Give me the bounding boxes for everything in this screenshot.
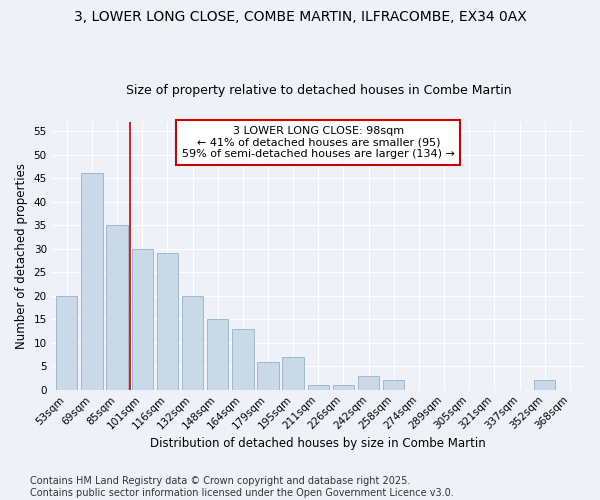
Bar [308,385,329,390]
Bar [182,296,203,390]
Bar [283,357,304,390]
Text: 3 LOWER LONG CLOSE: 98sqm
← 41% of detached houses are smaller (95)
59% of semi-: 3 LOWER LONG CLOSE: 98sqm ← 41% of detac… [182,126,455,159]
Bar [56,296,77,390]
Bar [106,225,128,390]
Text: 3, LOWER LONG CLOSE, COMBE MARTIN, ILFRACOMBE, EX34 0AX: 3, LOWER LONG CLOSE, COMBE MARTIN, ILFRA… [74,10,526,24]
X-axis label: Distribution of detached houses by size in Combe Martin: Distribution of detached houses by size … [151,437,486,450]
Bar [383,380,404,390]
Bar [157,254,178,390]
Bar [257,362,279,390]
Bar [131,248,153,390]
Bar [333,385,354,390]
Bar [81,174,103,390]
Bar [358,376,379,390]
Title: Size of property relative to detached houses in Combe Martin: Size of property relative to detached ho… [125,84,511,97]
Bar [207,319,229,390]
Text: Contains HM Land Registry data © Crown copyright and database right 2025.
Contai: Contains HM Land Registry data © Crown c… [30,476,454,498]
Bar [534,380,556,390]
Y-axis label: Number of detached properties: Number of detached properties [15,163,28,349]
Bar [232,328,254,390]
